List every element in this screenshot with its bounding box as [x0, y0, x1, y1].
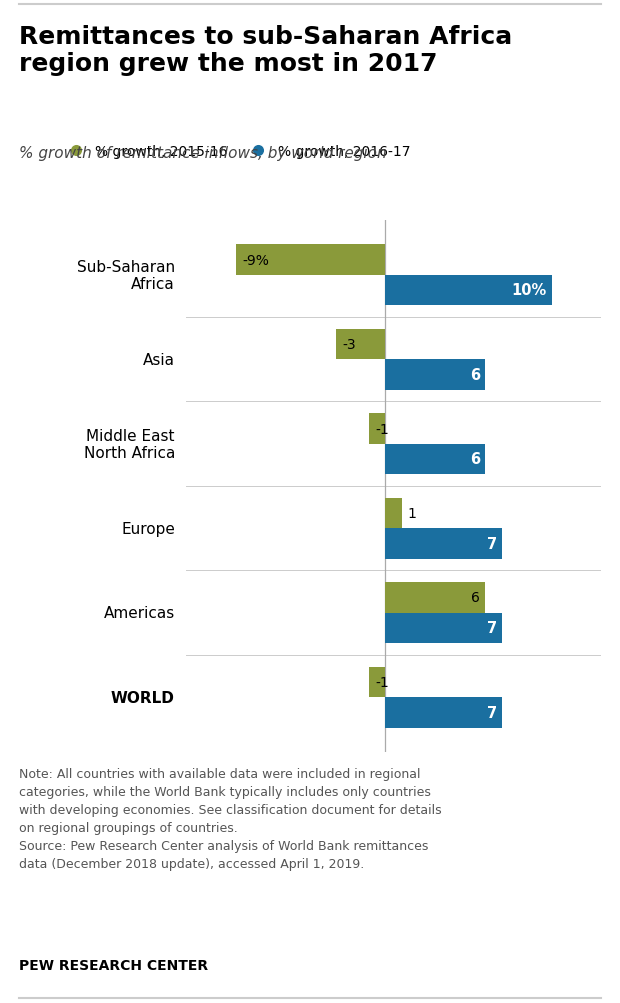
Text: -1: -1	[376, 675, 389, 689]
Text: 7: 7	[487, 705, 497, 720]
Text: 6: 6	[470, 452, 480, 467]
Text: 7: 7	[487, 537, 497, 552]
Bar	[335, 330, 386, 360]
Text: 10%: 10%	[512, 283, 547, 298]
Text: 6: 6	[470, 367, 480, 382]
Text: % growth of remittance inflows, by world region: % growth of remittance inflows, by world…	[19, 145, 386, 160]
Bar	[386, 498, 402, 529]
Text: 1: 1	[407, 507, 416, 521]
Text: 7: 7	[487, 621, 497, 636]
Bar	[386, 613, 502, 643]
Text: 6: 6	[471, 591, 480, 605]
Text: PEW RESEARCH CENTER: PEW RESEARCH CENTER	[19, 958, 208, 972]
Legend: % growth, 2015-16, % growth, 2016-17: % growth, 2015-16, % growth, 2016-17	[62, 145, 410, 159]
Bar	[386, 360, 485, 390]
Bar	[386, 697, 502, 728]
Text: Note: All countries with available data were included in regional
categories, wh: Note: All countries with available data …	[19, 767, 441, 871]
Bar	[236, 245, 386, 276]
Text: -3: -3	[342, 338, 356, 352]
Bar	[369, 414, 386, 444]
Text: -9%: -9%	[242, 254, 269, 268]
Bar	[386, 276, 552, 306]
Bar	[386, 444, 485, 474]
Text: -1: -1	[376, 422, 389, 436]
Bar	[386, 583, 485, 613]
Bar	[386, 529, 502, 559]
Text: Remittances to sub-Saharan Africa
region grew the most in 2017: Remittances to sub-Saharan Africa region…	[19, 25, 512, 76]
Bar	[369, 667, 386, 697]
